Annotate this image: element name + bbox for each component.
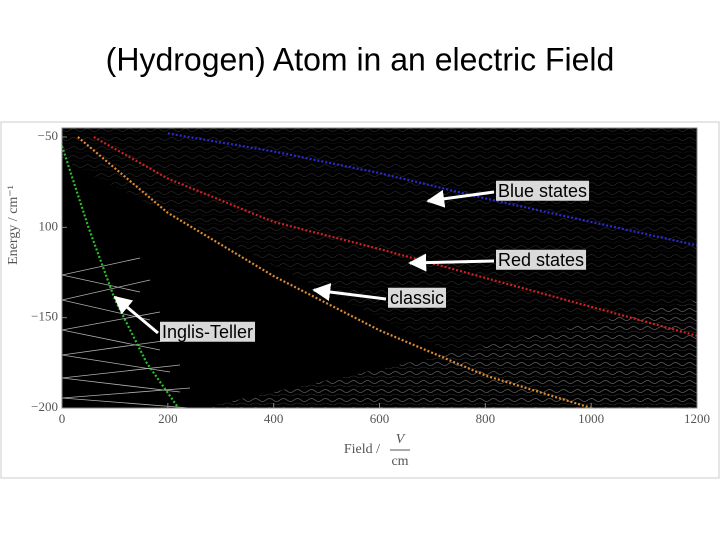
x-tick-label: 400 (264, 411, 284, 426)
x-tick-label: 1000 (578, 411, 604, 426)
series-line (77, 136, 592, 408)
y-tick-label: 100 (39, 218, 59, 233)
x-tick-label: 800 (476, 411, 496, 426)
annotation-arrow (113, 295, 159, 335)
series-line (93, 136, 697, 337)
x-tick-label: 200 (158, 411, 178, 426)
annotation: Blue states (498, 181, 587, 201)
annotation: classic (390, 288, 444, 308)
x-tick-label: 1200 (684, 411, 710, 426)
annotation-arrow (408, 253, 495, 272)
stark-fans (62, 257, 191, 408)
annotation-arrow (426, 189, 495, 208)
series-line (167, 132, 697, 247)
y-tick-label: −150 (31, 309, 58, 324)
x-axis-label: Field / (344, 442, 380, 457)
annotation-background (496, 180, 590, 201)
annotation-background (388, 287, 447, 308)
y-tick-label: −200 (31, 399, 58, 414)
annotation: Inglis-Teller (162, 322, 253, 342)
annotation-arrow (312, 283, 387, 301)
series-line (62, 145, 180, 408)
annotation-background (496, 249, 587, 270)
y-axis-label: Energy / cm⁻¹ (6, 185, 21, 265)
x-tick-label: 0 (59, 411, 66, 426)
x-axis-unit: V (396, 432, 406, 447)
y-tick-label: −50 (38, 128, 58, 143)
annotation-background (160, 321, 256, 342)
annotation: Red states (498, 250, 584, 270)
slide-title: (Hydrogen) Atom in an electric Field (106, 41, 615, 77)
x-tick-label: 600 (370, 411, 390, 426)
plot-area (62, 128, 697, 408)
x-axis-unit: cm (391, 454, 408, 469)
